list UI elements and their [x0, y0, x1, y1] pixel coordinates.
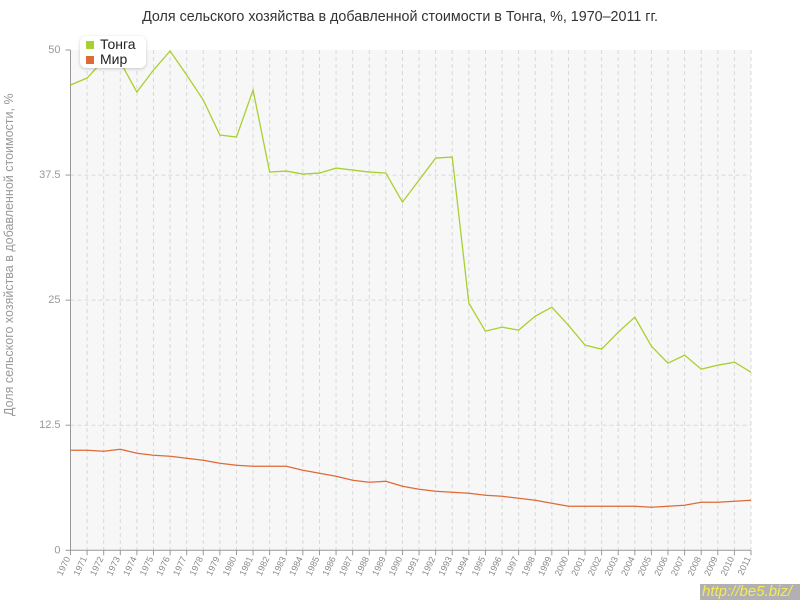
svg-text:1994: 1994 [453, 555, 471, 577]
svg-text:1978: 1978 [188, 555, 206, 577]
svg-text:1991: 1991 [403, 555, 421, 577]
svg-text:1990: 1990 [387, 555, 405, 577]
svg-text:2008: 2008 [685, 555, 703, 577]
svg-text:12.5: 12.5 [39, 419, 60, 431]
svg-text:1982: 1982 [254, 555, 272, 577]
svg-text:2001: 2001 [569, 555, 587, 577]
svg-text:25: 25 [48, 294, 60, 306]
svg-text:2009: 2009 [702, 555, 720, 577]
svg-text:50: 50 [48, 44, 60, 56]
svg-text:1995: 1995 [470, 555, 488, 577]
svg-text:1987: 1987 [337, 555, 355, 577]
svg-text:2004: 2004 [619, 555, 637, 577]
svg-text:2000: 2000 [553, 555, 571, 577]
svg-text:1979: 1979 [204, 555, 222, 577]
svg-text:1988: 1988 [354, 555, 372, 577]
svg-text:37.5: 37.5 [39, 169, 60, 181]
svg-text:1974: 1974 [121, 555, 139, 577]
svg-text:2002: 2002 [586, 555, 604, 577]
svg-text:1985: 1985 [304, 555, 322, 577]
svg-text:1992: 1992 [420, 555, 438, 577]
svg-text:1976: 1976 [154, 555, 172, 577]
svg-text:1984: 1984 [287, 555, 305, 577]
svg-text:1999: 1999 [536, 555, 554, 577]
svg-text:1986: 1986 [320, 555, 338, 577]
svg-text:2011: 2011 [736, 555, 753, 577]
svg-text:1993: 1993 [437, 555, 455, 577]
svg-text:0: 0 [54, 544, 60, 556]
svg-text:1997: 1997 [503, 555, 521, 577]
svg-text:2007: 2007 [669, 555, 687, 577]
svg-text:1983: 1983 [271, 555, 289, 577]
svg-text:1977: 1977 [171, 555, 189, 577]
svg-text:1996: 1996 [486, 555, 504, 577]
svg-text:2006: 2006 [652, 555, 670, 577]
svg-text:1980: 1980 [221, 555, 239, 577]
svg-text:1973: 1973 [105, 555, 123, 577]
svg-text:1971: 1971 [71, 555, 89, 577]
svg-text:2003: 2003 [603, 555, 621, 577]
svg-text:1998: 1998 [520, 555, 538, 577]
svg-text:1981: 1981 [237, 555, 255, 577]
svg-text:1970: 1970 [55, 555, 73, 577]
svg-text:1972: 1972 [88, 555, 106, 577]
svg-text:1975: 1975 [138, 555, 156, 577]
svg-text:1989: 1989 [370, 555, 388, 577]
svg-text:2010: 2010 [719, 555, 737, 577]
svg-text:2005: 2005 [636, 555, 654, 577]
